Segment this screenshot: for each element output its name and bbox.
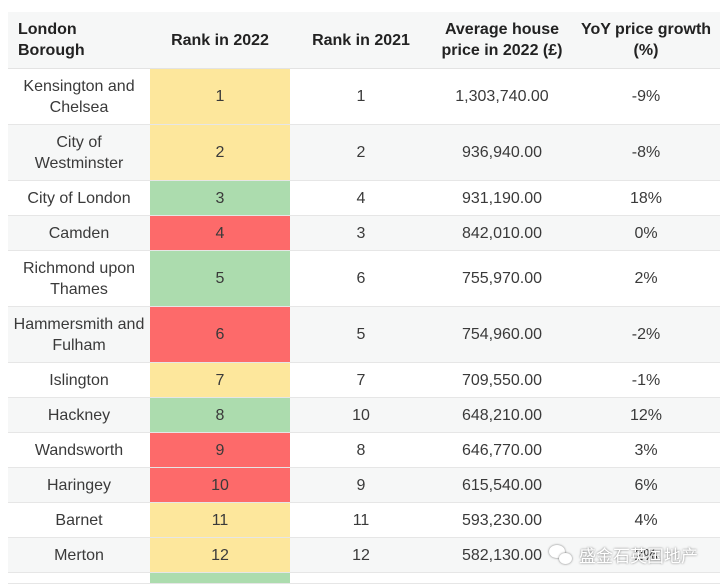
rank-2021-cell: 3 <box>290 215 432 251</box>
partial-cell <box>432 572 572 584</box>
rank-2022-cell: 3 <box>150 180 290 216</box>
borough-cell: City of London <box>8 180 150 216</box>
rank-2022-cell: 11 <box>150 502 290 538</box>
borough-cell: Kensington and Chelsea <box>8 68 150 125</box>
table-row: Camden 4 3 842,010.00 0% <box>8 215 720 251</box>
header-average-price[interactable]: Average house price in 2022 (£) <box>432 12 572 69</box>
header-rank-2022[interactable]: Rank in 2022 <box>150 12 290 69</box>
header-row: London Borough Rank in 2022 Rank in 2021… <box>8 12 720 69</box>
growth-cell: 0% <box>572 215 720 251</box>
price-cell: 648,210.00 <box>432 397 572 433</box>
partial-cell <box>572 572 720 584</box>
watermark: 盛金石英国地产 <box>549 542 698 567</box>
rank-2021-cell: 9 <box>290 467 432 503</box>
rank-2021-cell: 11 <box>290 502 432 538</box>
borough-cell: Hackney <box>8 397 150 433</box>
table-row: City of Westminster 2 2 936,940.00 -8% <box>8 124 720 181</box>
header-rank-2021[interactable]: Rank in 2021 <box>290 12 432 69</box>
rank-2022-cell: 6 <box>150 306 290 363</box>
growth-cell: -1% <box>572 362 720 398</box>
rank-2021-cell: 12 <box>290 537 432 573</box>
table-row: Merton 12 12 582,130.00 2% <box>8 537 720 573</box>
growth-cell: -8% <box>572 124 720 181</box>
partial-cell <box>8 572 150 584</box>
price-cell: 755,970.00 <box>432 250 572 307</box>
price-cell: 1,303,740.00 <box>432 68 572 125</box>
rank-2021-cell: 5 <box>290 306 432 363</box>
borough-cell: Haringey <box>8 467 150 503</box>
growth-cell: 2% <box>572 250 720 307</box>
rank-2021-cell: 8 <box>290 432 432 468</box>
table-row: Barnet 11 11 593,230.00 4% <box>8 502 720 538</box>
table-row: Kensington and Chelsea 1 1 1,303,740.00 -9% <box>8 68 720 125</box>
rank-2022-cell: 9 <box>150 432 290 468</box>
borough-price-table: London Borough Rank in 2022 Rank in 2021… <box>8 12 720 584</box>
growth-cell: 2% <box>572 537 720 573</box>
table-row-partial <box>8 572 720 584</box>
rank-2022-cell: 12 <box>150 537 290 573</box>
watermark-text: 盛金石英国地产 <box>579 547 698 566</box>
borough-cell: City of Westminster <box>8 124 150 181</box>
rank-2022-cell: 2 <box>150 124 290 181</box>
rank-2021-cell: 10 <box>290 397 432 433</box>
price-cell: 646,770.00 <box>432 432 572 468</box>
growth-cell: 3% <box>572 432 720 468</box>
rank-2022-cell: 7 <box>150 362 290 398</box>
rank-2022-cell: 1 <box>150 68 290 125</box>
table-row: Hackney 8 10 648,210.00 12% <box>8 397 720 433</box>
table-row: Islington 7 7 709,550.00 -1% <box>8 362 720 398</box>
table-row: City of London 3 4 931,190.00 18% <box>8 180 720 216</box>
borough-cell: Camden <box>8 215 150 251</box>
partial-cell <box>290 572 432 584</box>
price-cell: 936,940.00 <box>432 124 572 181</box>
wechat-icon <box>549 544 573 565</box>
table-row: Hammersmith and Fulham 6 5 754,960.00 -2% <box>8 306 720 363</box>
rank-2022-cell: 8 <box>150 397 290 433</box>
rank-2021-cell: 1 <box>290 68 432 125</box>
price-cell: 842,010.00 <box>432 215 572 251</box>
price-cell: 593,230.00 <box>432 502 572 538</box>
growth-cell: 6% <box>572 467 720 503</box>
price-cell: 709,550.00 <box>432 362 572 398</box>
header-yoy-growth[interactable]: YoY price growth (%) <box>572 12 720 69</box>
price-cell: 582,130.00 <box>432 537 572 573</box>
rank-2021-cell: 7 <box>290 362 432 398</box>
growth-cell: 12% <box>572 397 720 433</box>
rank-2022-cell: 4 <box>150 215 290 251</box>
table-row: Haringey 10 9 615,540.00 6% <box>8 467 720 503</box>
growth-cell: -9% <box>572 68 720 125</box>
borough-cell: Hammersmith and Fulham <box>8 306 150 363</box>
rank-2022-cell: 10 <box>150 467 290 503</box>
rank-2022-cell: 5 <box>150 250 290 307</box>
price-cell: 615,540.00 <box>432 467 572 503</box>
borough-cell: Wandsworth <box>8 432 150 468</box>
table-row: Wandsworth 9 8 646,770.00 3% <box>8 432 720 468</box>
growth-cell: 4% <box>572 502 720 538</box>
borough-cell: Merton <box>8 537 150 573</box>
rank-2021-cell: 4 <box>290 180 432 216</box>
borough-cell: Barnet <box>8 502 150 538</box>
table-row: Richmond upon Thames 5 6 755,970.00 2% <box>8 250 720 307</box>
partial-cell <box>150 572 290 584</box>
growth-cell: 18% <box>572 180 720 216</box>
price-cell: 931,190.00 <box>432 180 572 216</box>
price-cell: 754,960.00 <box>432 306 572 363</box>
rank-2021-cell: 6 <box>290 250 432 307</box>
borough-cell: Richmond upon Thames <box>8 250 150 307</box>
header-borough[interactable]: London Borough <box>8 12 150 69</box>
rank-2021-cell: 2 <box>290 124 432 181</box>
borough-cell: Islington <box>8 362 150 398</box>
growth-cell: -2% <box>572 306 720 363</box>
